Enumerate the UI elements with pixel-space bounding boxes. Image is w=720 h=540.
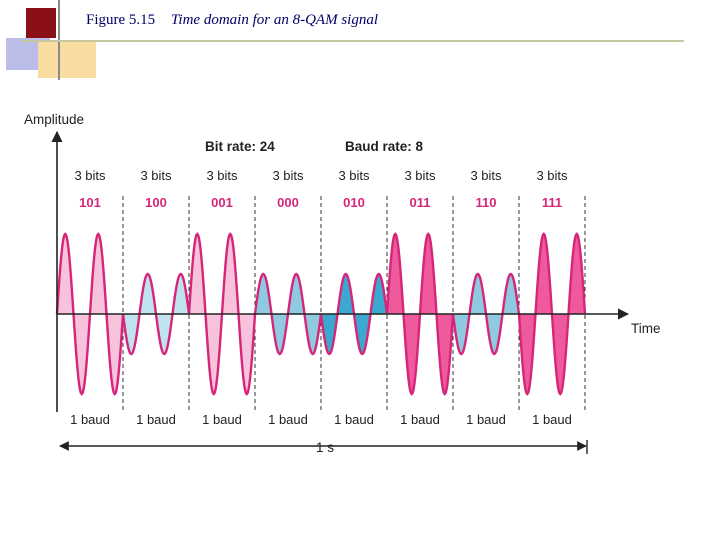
segment-code-label: 101 (79, 195, 101, 210)
segment-baud-label: 1 baud (202, 412, 242, 427)
duration-label: 1 s (316, 440, 334, 455)
segment-bits-label: 3 bits (206, 168, 238, 183)
segment-bits-label: 3 bits (536, 168, 568, 183)
segment-code-label: 111 (542, 195, 562, 210)
segment-bits-label: 3 bits (338, 168, 370, 183)
baud-rate-label: Baud rate: 8 (345, 139, 424, 154)
figure-number: Figure 5.15 (86, 12, 156, 28)
segment-bits-label: 3 bits (404, 168, 436, 183)
y-axis-label: Amplitude (24, 112, 84, 127)
corner-square-dark-red (26, 8, 56, 38)
segment-bits-label: 3 bits (140, 168, 172, 183)
slide-title: Figure 5.15 Time domain for an 8-QAM sig… (86, 12, 378, 29)
corner-horizontal-line (20, 40, 684, 42)
segment-code-label: 011 (410, 195, 431, 210)
segment-bits-label: 3 bits (470, 168, 502, 183)
segment-bits-label: 3 bits (272, 168, 304, 183)
segment-code-label: 001 (211, 195, 233, 210)
segment-baud-label: 1 baud (136, 412, 176, 427)
segment-code-label: 000 (277, 195, 299, 210)
figure-caption: Time domain for an 8-QAM signal (170, 12, 379, 28)
segment-code-label: 100 (145, 195, 167, 210)
segment-baud-label: 1 baud (466, 412, 506, 427)
segment-code-label: 010 (343, 195, 365, 210)
segment-baud-label: 1 baud (532, 412, 572, 427)
segment-code-label: 110 (476, 195, 497, 210)
segment-baud-label: 1 baud (268, 412, 308, 427)
corner-square-peach (38, 40, 96, 78)
segment-baud-label: 1 baud (70, 412, 110, 427)
bit-rate-label: Bit rate: 24 (205, 139, 275, 154)
segment-baud-label: 1 baud (400, 412, 440, 427)
x-axis-label: Time (631, 321, 661, 336)
segment-baud-label: 1 baud (334, 412, 374, 427)
segment-bits-label: 3 bits (74, 168, 106, 183)
